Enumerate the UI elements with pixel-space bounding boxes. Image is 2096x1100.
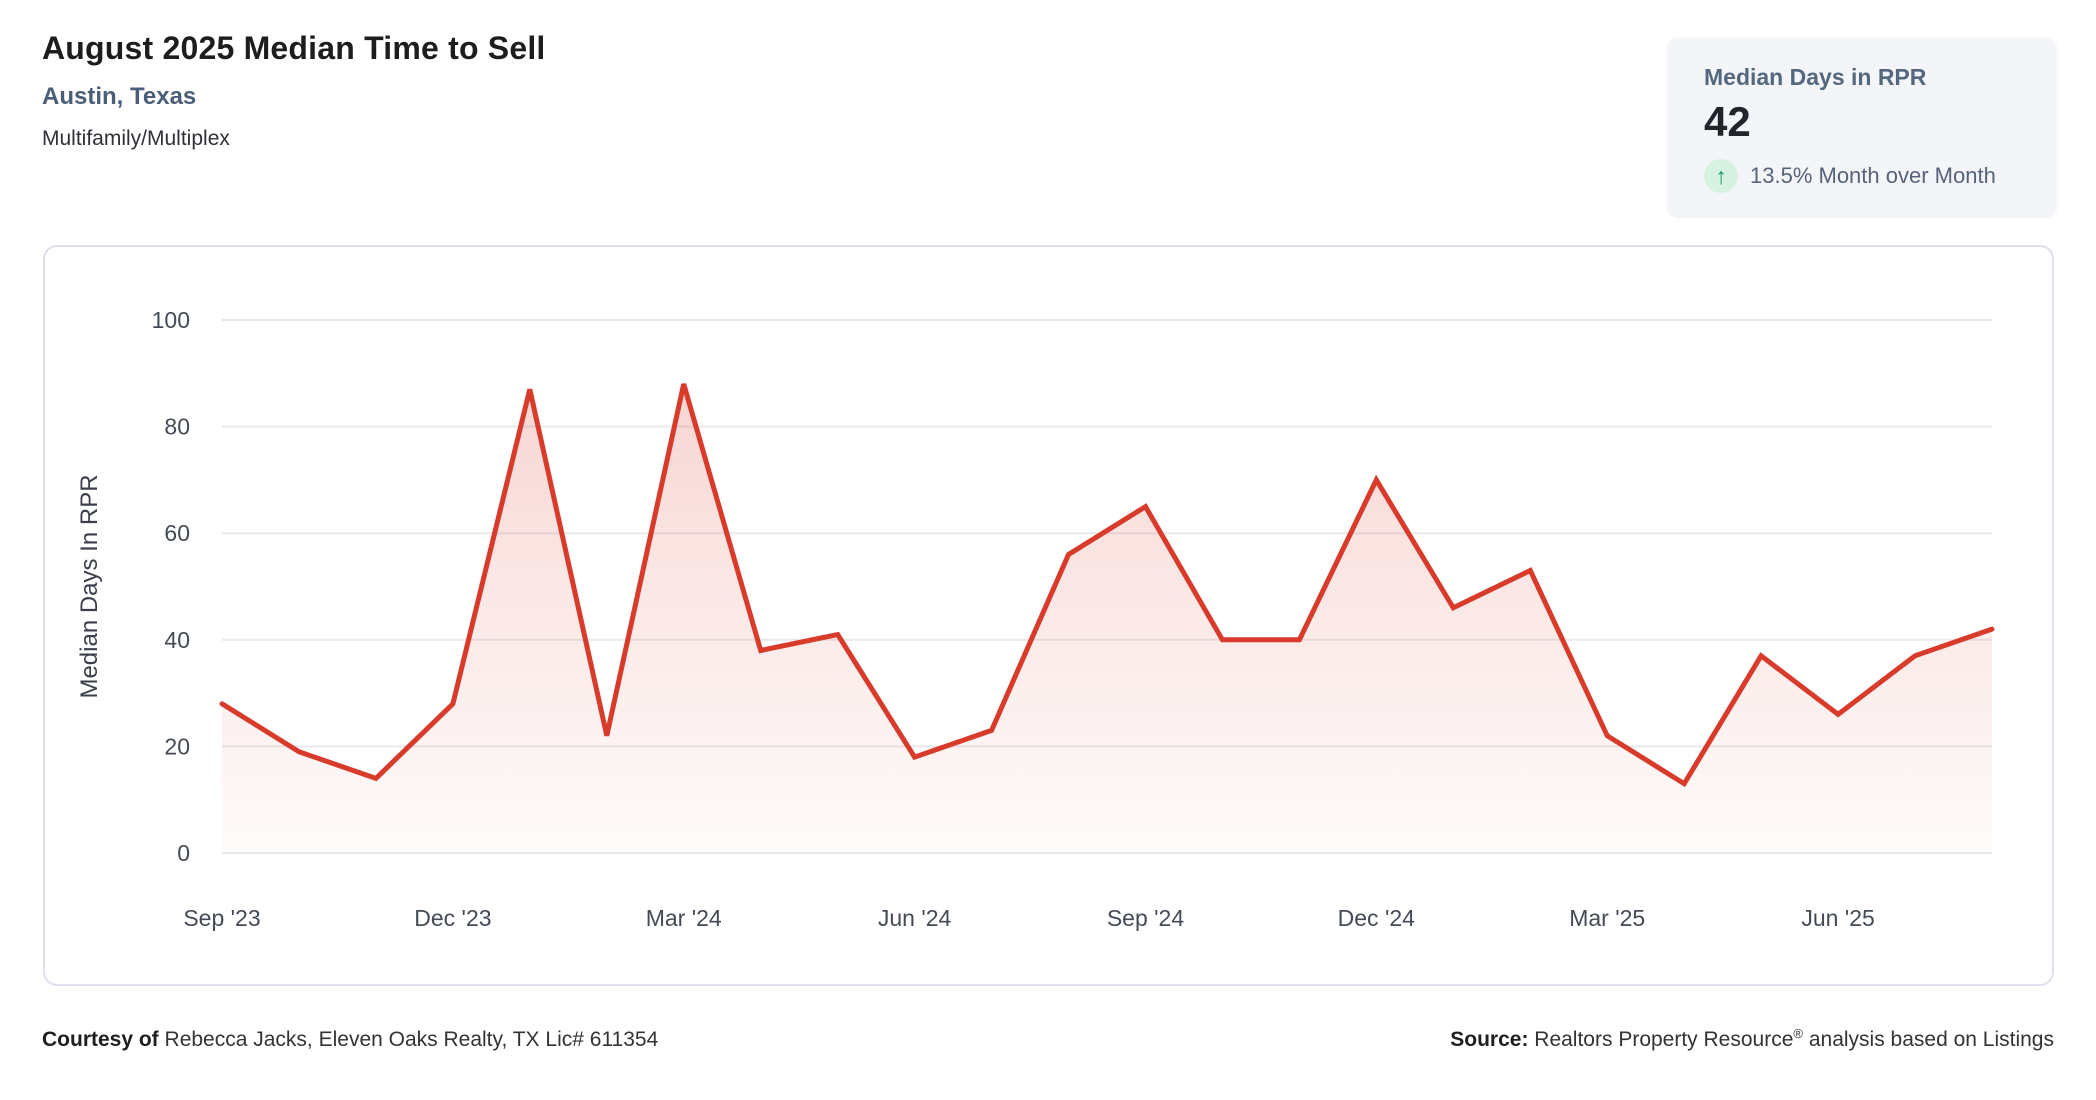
median-days-stat-card: Median Days in RPR 42 ↑ 13.5% Month over… [1668, 38, 2056, 216]
median-days-area-chart: 0 20 40 60 80 100 Median Days In RPR Sep '23 Dec… [76, 307, 1995, 931]
x-tick-label: Jun '24 [878, 905, 952, 931]
stat-trend-row: ↑ 13.5% Month over Month [1704, 159, 2056, 193]
stat-label: Median Days in RPR [1704, 64, 1927, 90]
stat-value: 42 [1704, 98, 1751, 145]
trend-text: 13.5% Month over Month [1750, 163, 1996, 188]
page-property-type: Multifamily/Multiplex [42, 127, 230, 150]
area-fill [222, 384, 1992, 853]
x-tick-label: Dec '23 [414, 905, 491, 931]
report-header: August 2025 Median Time to Sell Austin, … [42, 30, 546, 151]
x-tick-label: Mar '24 [646, 905, 722, 931]
x-tick-label: Mar '25 [1569, 905, 1645, 931]
y-tick-label: 0 [177, 840, 190, 866]
source-text: Source: Realtors Property Resource® anal… [1450, 1026, 2054, 1051]
y-tick-label: 20 [164, 733, 190, 759]
x-tick-label: Jun '25 [1801, 905, 1874, 931]
x-tick-label: Sep '23 [183, 905, 260, 931]
y-tick-label: 100 [152, 307, 190, 333]
chart-panel: 0 20 40 60 80 100 Median Days In RPR Sep '23 Dec… [43, 245, 2054, 986]
series-line [219, 383, 1995, 788]
report-footer: Courtesy of Rebecca Jacks, Eleven Oaks R… [42, 1026, 2054, 1052]
y-tick-label: 60 [164, 520, 190, 546]
courtesy-text: Courtesy of Rebecca Jacks, Eleven Oaks R… [42, 1028, 659, 1051]
x-tick-label: Sep '24 [1107, 905, 1184, 931]
y-axis-title: Median Days In RPR [76, 474, 103, 698]
trend-up-circle: ↑ [1704, 159, 1738, 193]
page-location: Austin, Texas [42, 83, 197, 110]
registered-mark: ® [1793, 1026, 1803, 1041]
up-arrow-icon: ↑ [1715, 162, 1727, 189]
page-title: August 2025 Median Time to Sell [42, 30, 546, 66]
x-tick-label: Dec '24 [1338, 905, 1415, 931]
y-tick-label: 40 [164, 627, 190, 653]
y-tick-label: 80 [164, 414, 190, 440]
